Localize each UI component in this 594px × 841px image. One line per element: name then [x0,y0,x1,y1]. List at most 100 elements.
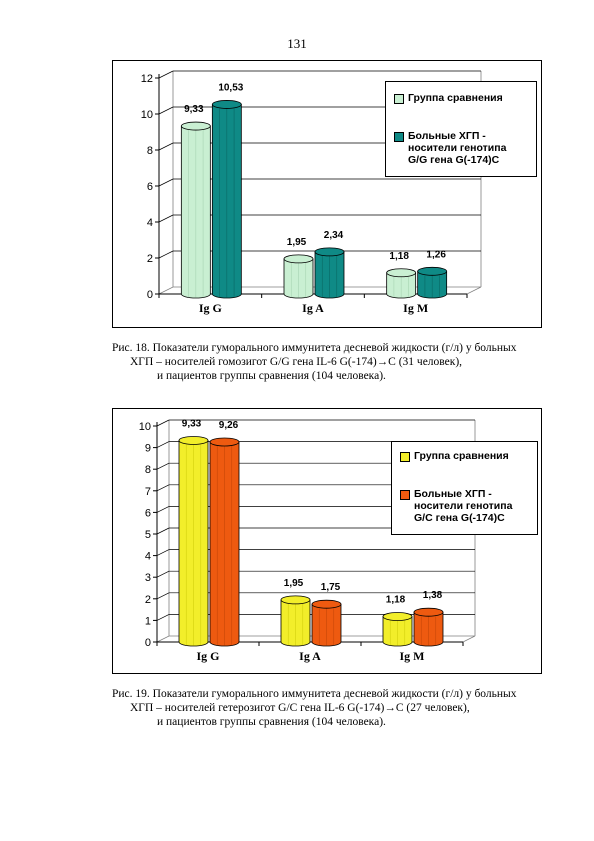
data-label: 9,33 [182,418,202,429]
y-tick-label: 1 [145,615,151,627]
x-tick-label: Ig A [302,301,324,315]
y-tick-label: 10 [139,421,151,433]
caption-line: ХГП – носителей гетерозигот G/C гена IL-… [130,702,470,714]
data-label: 1,75 [321,582,341,593]
bar-top [209,437,240,447]
bar-comparison-group [382,612,413,647]
gridline-diagonal [158,106,174,115]
gridline-diagonal [156,441,170,448]
gridline-diagonal [156,506,170,513]
gridline-diagonal [156,462,170,470]
bar-top [311,599,342,609]
bar-patients [417,266,448,299]
y-tick-label: 0 [145,637,151,649]
caption-line: и пациентов группы сравнения (104 челове… [157,716,386,728]
chart-1-legend: Группа сравнения Больные ХГП - носители … [385,81,537,177]
data-label: 1,38 [423,590,443,601]
gridline-diagonal [158,250,174,259]
bar-top [211,100,242,109]
data-label: 1,26 [426,249,446,260]
y-tick-label: 3 [145,572,151,584]
legend-swatch-patients [394,132,404,142]
y-tick-label: 8 [147,145,153,157]
x-tick-label: Ig M [400,649,425,663]
y-tick-label: 10 [141,109,153,121]
bar-top [386,268,417,278]
y-tick-label: 7 [145,486,151,498]
y-tick-label: 2 [147,253,153,265]
x-tick-label: Ig M [403,301,428,315]
legend-swatch-comparison [394,94,404,104]
y-tick-label: 5 [145,529,151,541]
bar-top [382,612,413,621]
y-tick-label: 6 [145,507,151,519]
legend-label-patients: Больные ХГП - носители генотипа G/C гена… [414,488,512,524]
chart-1-plot: 0 2 4 6 8 10 12 Ig G Ig A Ig M 9,33 1,95 1,18 10,53 2,… [141,70,482,315]
x-tick-label: Ig G [196,649,219,663]
chart-2-plot: 0 1 2 3 4 5 6 7 8 9 10 Ig G Ig A Ig M 9,33 1,95 1,18 9,26… [139,418,476,663]
bar-comparison-group [283,254,314,299]
y-tick-label: 0 [147,289,153,301]
legend-label-line: носители генотипа [414,500,513,512]
bar-top [417,266,448,276]
gridline-diagonal [156,527,170,535]
gridline-diagonal [158,214,174,223]
data-label: 9,26 [219,420,239,431]
y-tick-label: 8 [145,464,151,476]
gridline-diagonal [156,570,170,578]
chart-2: 0 1 2 3 4 5 6 7 8 9 10 Ig G Ig A Ig M 9,33 1,95 1,18 9,26… [112,408,542,674]
x-tick-label: Ig A [299,649,321,663]
caption-line: Рис. 19. Показатели гуморального иммунит… [112,688,517,700]
bar-patients [209,437,240,647]
bar-top [314,247,345,257]
data-label: 1,95 [284,578,304,589]
data-label: 1,18 [389,251,409,262]
chart-2-legend: Группа сравнения Больные ХГП - носители … [391,441,538,535]
gridline-diagonal [156,419,170,427]
y-tick-label: 6 [147,181,153,193]
gridline-diagonal [158,178,174,187]
data-label: 9,33 [184,104,204,115]
bar-comparison-group [180,121,211,299]
legend-label-comparison: Группа сравнения [408,92,503,104]
data-label: 1,95 [287,237,307,248]
figure-19-caption: Рис. 19. Показатели гуморального иммунит… [112,687,552,729]
bar-top [178,436,209,445]
legend-label-line: Больные ХГП - [414,488,492,500]
bar-top [180,121,211,131]
y-tick-label: 4 [147,217,153,229]
bar-top [413,607,444,617]
legend-label-line: G/C гена G(-174)C [414,512,505,524]
gridline-diagonal [158,142,174,151]
x-tick-label: Ig G [199,301,222,315]
data-label: 10,53 [218,82,243,93]
y-tick-label: 2 [145,594,151,606]
bar-patients [314,247,345,299]
bar-comparison-group [280,595,311,647]
gridline-diagonal [156,592,170,600]
bar-top [280,595,311,605]
bar-comparison-group [386,268,417,299]
y-tick-label: 12 [141,73,153,85]
legend-swatch-patients [400,490,410,500]
bar-patients [211,100,242,299]
bar-comparison-group [178,436,209,647]
legend-swatch-comparison [400,452,410,462]
data-label: 1,18 [386,595,406,606]
legend-label-comparison: Группа сравнения [414,450,509,462]
bar-patients [311,599,342,647]
data-label: 2,34 [324,230,344,241]
caption-line: Рис. 18. Показатели гуморального иммунит… [112,342,517,354]
gridline-diagonal [156,614,170,621]
gridline-diagonal [156,484,170,492]
gridline-diagonal [156,549,170,556]
figure-18-caption: Рис. 18. Показатели гуморального иммунит… [112,341,552,383]
chart-1: 0 2 4 6 8 10 12 Ig G Ig A Ig M 9,33 1,95 1,18 10,53 2,… [112,60,542,328]
bar-top [283,254,314,264]
legend-label-line: Больные ХГП - [408,130,486,142]
legend-label-line: носители генотипа [408,142,507,154]
bar-patients [413,607,444,647]
page-number: 131 [287,36,307,51]
legend-label-line: G/G гена G(-174)C [408,154,500,166]
y-tick-label: 4 [145,551,151,563]
